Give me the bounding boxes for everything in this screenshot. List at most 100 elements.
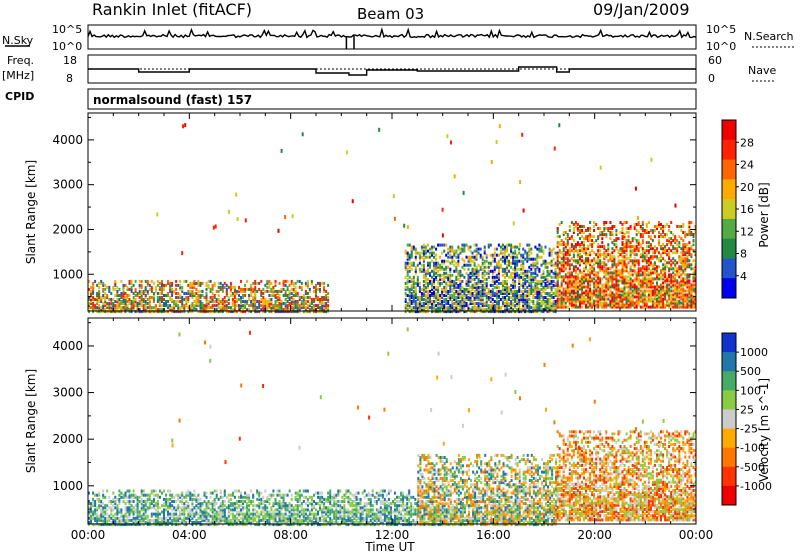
- heatmap-cell: [544, 263, 547, 267]
- heatmap-cell: [514, 306, 517, 310]
- heatmap-cell: [558, 297, 561, 301]
- heatmap-cell: [171, 493, 174, 497]
- heatmap-cell: [516, 294, 519, 297]
- heatmap-cell: [597, 263, 600, 267]
- heatmap-cell: [404, 306, 407, 310]
- heatmap-cell: [520, 275, 523, 279]
- heatmap-cell: [497, 253, 500, 257]
- heatmap-cell: [266, 289, 269, 293]
- heatmap-cell: [416, 304, 419, 308]
- heatmap-cell: [653, 249, 656, 253]
- heatmap-cell: [676, 225, 679, 228]
- heatmap-cell: [625, 293, 628, 297]
- heatmap-cell: [518, 300, 521, 303]
- heatmap-cell: [189, 508, 192, 512]
- heatmap-cell: [465, 287, 468, 291]
- heatmap-cell: [510, 287, 513, 291]
- heatmap-cell: [625, 263, 628, 267]
- heatmap-cell: [88, 512, 90, 516]
- heatmap-cell: [627, 291, 630, 295]
- heatmap-cell: [510, 273, 513, 277]
- heatmap-cell: [106, 521, 109, 524]
- heatmap-cell: [664, 285, 667, 289]
- heatmap-cell: [495, 263, 498, 267]
- heatmap-cell: [140, 304, 143, 308]
- heatmap-cell: [550, 279, 553, 283]
- heatmap-cell: [627, 239, 630, 243]
- heatmap-cell: [152, 506, 155, 510]
- heatmap-cell: [613, 249, 616, 253]
- heatmap-cell: [481, 292, 484, 295]
- heatmap-cell: [181, 497, 184, 501]
- heatmap-cell: [510, 289, 513, 293]
- heatmap-cell: [585, 293, 587, 297]
- heatmap-cell: [451, 289, 454, 293]
- heatmap-cell: [587, 253, 590, 257]
- heatmap-cell: [102, 495, 105, 499]
- heatmap-cell: [499, 310, 502, 314]
- heatmap-cell: [611, 263, 614, 267]
- heatmap-cell: [140, 502, 143, 506]
- heatmap-cell: [280, 302, 283, 305]
- heatmap-cell: [536, 279, 539, 283]
- heatmap-cell: [660, 303, 662, 307]
- heatmap-cell: [114, 279, 117, 283]
- heatmap-cell: [629, 265, 632, 269]
- heatmap-cell: [639, 305, 642, 309]
- heatmap-cell: [477, 251, 480, 255]
- heatmap-cell: [611, 285, 614, 289]
- heatmap-cell: [579, 287, 581, 291]
- heatmap-cell: [169, 281, 172, 285]
- heatmap-cell: [599, 277, 602, 281]
- heatmap-cell: [201, 304, 204, 308]
- heatmap-cell: [619, 269, 622, 273]
- heatmap-cell: [408, 304, 411, 308]
- heatmap-cell: [676, 271, 679, 275]
- heatmap-cell: [660, 269, 662, 273]
- heatmap-cell: [572, 289, 575, 293]
- heatmap-cell: [455, 261, 458, 265]
- heatmap-cell: [684, 245, 687, 249]
- heatmap-cell: [603, 257, 606, 261]
- heatmap-cell: [645, 223, 648, 226]
- heatmap-cell: [666, 261, 669, 265]
- heatmap-cell: [688, 259, 691, 263]
- heatmap-cell: [540, 247, 543, 251]
- heatmap-cell: [94, 516, 97, 520]
- heatmap-cell: [607, 285, 610, 289]
- heatmap-cell: [187, 306, 190, 310]
- heatmap-cell: [491, 277, 494, 281]
- heatmap-cell: [199, 300, 202, 303]
- heatmap-cell: [552, 302, 555, 305]
- heatmap-cell: [662, 301, 665, 305]
- heatmap-cell: [412, 308, 415, 312]
- heatmap-cell: [130, 500, 133, 503]
- heatmap-cell: [668, 229, 671, 232]
- heatmap-cell: [621, 261, 624, 265]
- heatmap-cell: [550, 253, 553, 257]
- heatmap-cell: [156, 310, 159, 314]
- heatmap-cell: [142, 292, 145, 295]
- heatmap-cell: [576, 299, 579, 303]
- heatmap-cell: [459, 300, 462, 303]
- heatmap-cell: [175, 523, 178, 527]
- heatmap-cell: [649, 283, 652, 287]
- heatmap-cell: [414, 285, 417, 289]
- heatmap-cell: [429, 263, 431, 267]
- heatmap-cell: [327, 306, 330, 310]
- heatmap-cell: [560, 265, 563, 269]
- heatmap-cell: [579, 269, 581, 273]
- heatmap-cell: [461, 294, 464, 297]
- heatmap-cell: [441, 261, 444, 265]
- heatmap-cell: [524, 249, 527, 253]
- heatmap-cell: [522, 275, 525, 279]
- heatmap-cell: [197, 300, 200, 303]
- heatmap-cell: [631, 289, 634, 293]
- heatmap-cell: [90, 285, 92, 289]
- heatmap-cell: [455, 269, 458, 273]
- heatmap-cell: [603, 301, 606, 305]
- heatmap-cell: [556, 257, 559, 261]
- heatmap-cell: [171, 310, 174, 314]
- heatmap-cell: [408, 298, 411, 301]
- heatmap-cell: [562, 265, 565, 269]
